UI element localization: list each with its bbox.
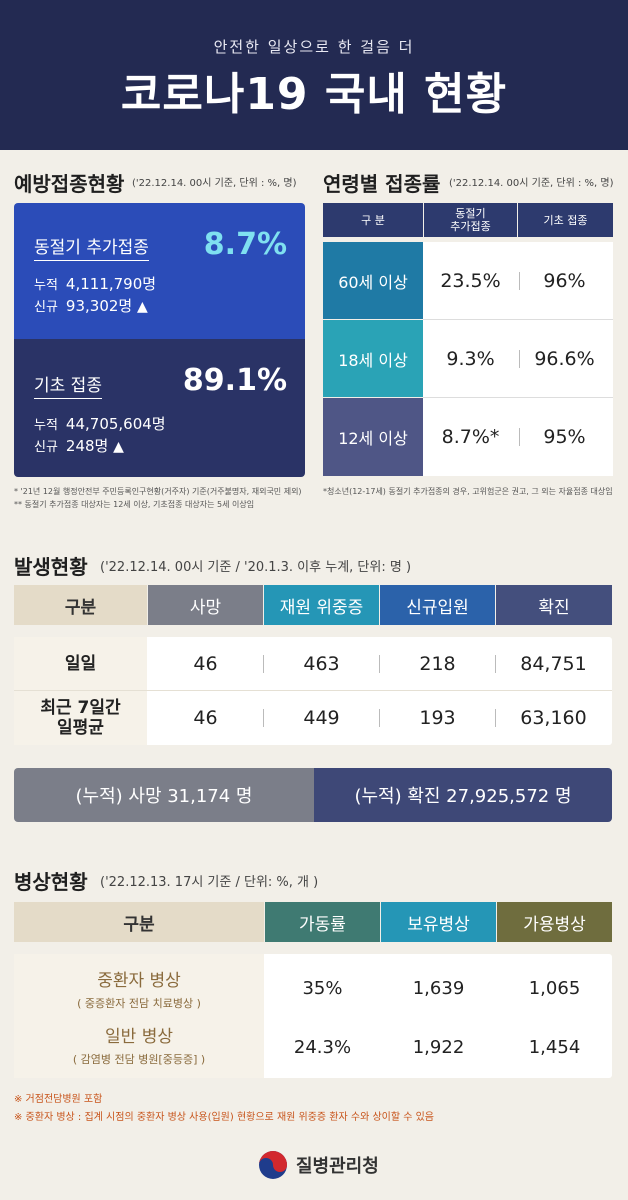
beds-cell: 24.3%: [293, 1037, 352, 1058]
beds-row-label: 중환자 병상 ( 중증환자 전담 치료병상 ): [14, 966, 264, 1011]
basic-new: 248명: [65, 437, 109, 455]
age-row-label: 60세 이상: [323, 242, 423, 319]
beds-row-title: 중환자 병상: [97, 971, 181, 991]
beds-cell: 1,065: [528, 978, 581, 999]
age-cell-basic: 96%: [543, 269, 586, 292]
basic-cum: 44,705,604명: [65, 415, 166, 433]
age-cell-basic: 95%: [543, 426, 586, 448]
occ-header-new-admission: 신규입원: [380, 585, 495, 625]
occ-cell: 46: [193, 652, 218, 675]
header-title: 코로나19 국내 현황: [120, 69, 508, 120]
occ-cell: 218: [419, 652, 456, 675]
occ-cell: 46: [193, 707, 218, 729]
vaccination-note: ('22.12.14. 00시 기준, 단위 : %, 명): [132, 178, 297, 189]
occurrence-note: ('22.12.14. 00시 기준 / '20.1.3. 이후 누계, 단위:…: [100, 560, 412, 575]
cumulative-confirmed: (누적) 확진 27,925,572 명: [314, 768, 612, 822]
basic-cum-key: 누적: [34, 418, 58, 433]
occ-header-category: 구분: [14, 585, 147, 625]
age-header-basic: 기초 접종: [518, 203, 613, 237]
occurrence-title: 발생현황: [14, 555, 88, 579]
basic-box: 기초 접종 89.1% 누적 44,705,604명 신규 248명 ▲: [14, 339, 305, 477]
cumulative-death: (누적) 사망 31,174 명: [14, 768, 314, 822]
vaccination-foot-2: ** 동절기 추가접종 대상자는 12세 이상, 기초접종 대상자는 5세 이상…: [14, 500, 255, 509]
age-note: ('22.12.14. 00시 기준, 단위 : %, 명): [449, 178, 614, 189]
header-banner: 안전한 일상으로 한 걸음 더 코로나19 국내 현황: [0, 0, 628, 150]
booster-cum-key: 누적: [34, 278, 58, 293]
occ-cell: 463: [303, 652, 340, 675]
basic-pct: 89.1%: [182, 363, 287, 398]
occ-header-critical: 재원 위중증: [264, 585, 379, 625]
beds-header-owned: 보유병상: [381, 902, 496, 942]
vaccination-foot-1: * '21년 12월 행정안전부 주민등록인구현황(거주자) 기준(거주불명자,…: [14, 487, 302, 496]
beds-cell: 1,922: [412, 1037, 465, 1058]
basic-label: 기초 접종: [34, 376, 102, 399]
age-cell-basic: 96.6%: [534, 347, 595, 370]
occ-row-label: 일일: [64, 653, 97, 674]
beds-row-sub: ( 중증환자 전담 치료병상 ): [77, 997, 201, 1010]
basic-new-key: 신규: [34, 440, 58, 455]
up-arrow-icon: ▲: [113, 439, 124, 455]
age-cell-booster: 9.3%: [446, 347, 495, 370]
beds-header-available: 가용병상: [497, 902, 612, 942]
occ-cell: 63,160: [520, 707, 587, 729]
beds-cell: 1,639: [412, 978, 465, 999]
beds-foot-2: ※ 중환자 병상 : 집계 시점의 중환자 병상 사용(입원) 현황으로 재원 …: [14, 1112, 435, 1123]
age-header-booster: 동절기 추가접종: [424, 203, 517, 237]
age-cell-booster: 8.7%*: [441, 426, 500, 448]
beds-title: 병상현황: [14, 870, 88, 894]
age-row-label: 12세 이상: [323, 398, 423, 476]
beds-header-category: 구분: [14, 902, 264, 942]
occ-cell: 84,751: [520, 652, 587, 675]
age-cell-booster: 23.5%: [440, 269, 501, 292]
booster-label: 동절기 추가접종: [34, 238, 149, 261]
kdca-logo: 질병관리청: [258, 1150, 379, 1180]
beds-note: ('22.12.13. 17시 기준 / 단위: %, 개 ): [100, 875, 319, 890]
beds-cell: 35%: [302, 978, 343, 999]
age-row-label: 18세 이상: [323, 320, 423, 397]
booster-new: 93,302명: [65, 297, 133, 315]
header-subtitle: 안전한 일상으로 한 걸음 더: [213, 38, 415, 56]
occ-header-confirmed: 확진: [496, 585, 612, 625]
logo-text: 질병관리청: [296, 1156, 379, 1177]
beds-row-title: 일반 병상: [105, 1027, 173, 1047]
booster-pct: 8.7%: [203, 227, 287, 262]
age-header-category: 구 분: [323, 203, 423, 237]
age-foot: *청소년(12-17세) 동절기 추가접종의 경우, 고위험군은 권고, 그 외…: [323, 487, 613, 496]
occ-cell: 193: [419, 707, 456, 729]
beds-header-rate: 가동률: [265, 902, 380, 942]
age-table-body: [423, 242, 613, 476]
up-arrow-icon: ▲: [137, 299, 148, 315]
booster-box: 동절기 추가접종 8.7% 누적 4,111,790명 신규 93,302명 ▲: [14, 203, 305, 339]
occ-row-label: 최근 7일간 일평균: [40, 698, 121, 738]
beds-row-label: 일반 병상 ( 감염병 전담 병원[중등증] ): [14, 1022, 264, 1067]
booster-new-key: 신규: [34, 300, 58, 315]
age-title: 연령별 접종률: [323, 172, 441, 196]
booster-cum: 4,111,790명: [65, 275, 157, 293]
beds-cell: 1,454: [528, 1037, 581, 1058]
vaccination-title: 예방접종현황: [14, 172, 125, 196]
occ-header-death: 사망: [148, 585, 263, 625]
beds-foot-1: ※ 거점전담병원 포함: [14, 1094, 103, 1105]
taegeuk-icon: [259, 1151, 287, 1179]
occ-cell: 449: [303, 707, 340, 729]
beds-row-sub: ( 감염병 전담 병원[중등증] ): [72, 1053, 206, 1066]
